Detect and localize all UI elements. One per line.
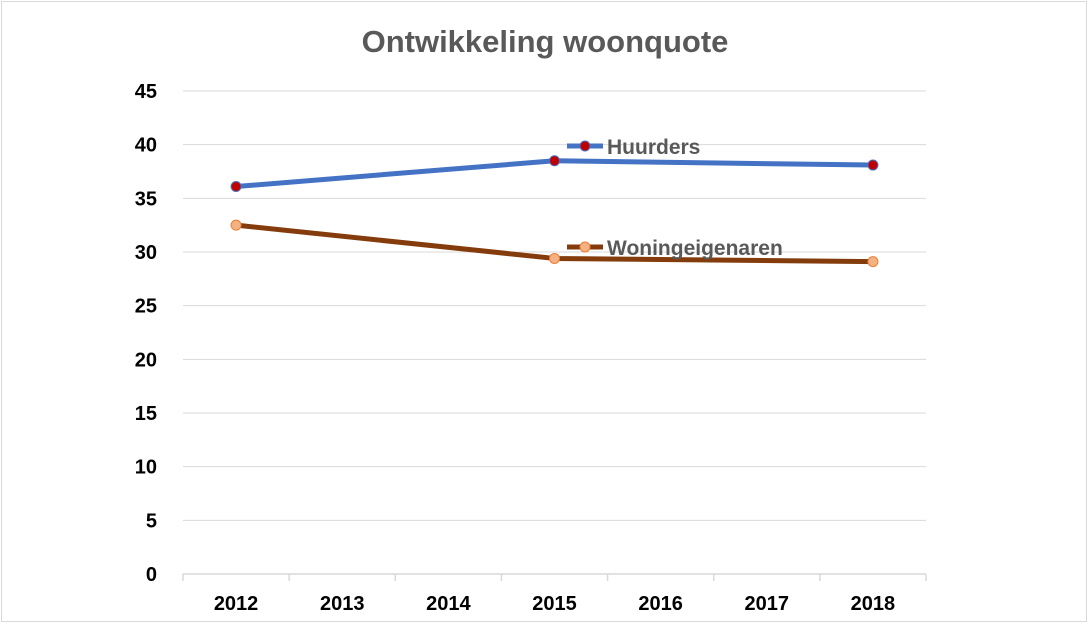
x-tick-label: 2014 bbox=[426, 593, 471, 615]
x-tick-label: 2017 bbox=[745, 593, 790, 615]
y-axis-ticks: 0 5 10 15 20 25 30 35 40 45 bbox=[135, 81, 157, 586]
x-axis: 2012 2013 2014 2015 2016 2017 2018 bbox=[182, 573, 927, 615]
x-tick-label: 2012 bbox=[214, 593, 259, 615]
y-tick-label: 45 bbox=[135, 81, 157, 103]
y-tick-label: 15 bbox=[135, 403, 157, 425]
data-point-huurders bbox=[230, 181, 242, 193]
y-tick-label: 5 bbox=[146, 510, 157, 532]
gridlines bbox=[183, 90, 926, 521]
data-point-woningeigenaren bbox=[867, 256, 879, 268]
data-point-huurders bbox=[867, 159, 879, 171]
legend-label-woningeigenaren: Woningeigenaren bbox=[607, 237, 783, 260]
x-tick-label: 2018 bbox=[851, 593, 896, 615]
chart-title: Ontwikkeling woonquote bbox=[362, 24, 729, 59]
legend-marker-woningeigenaren bbox=[579, 241, 591, 253]
y-tick-label: 40 bbox=[135, 135, 157, 157]
data-point-huurders bbox=[549, 155, 560, 167]
data-point-woningeigenaren bbox=[549, 252, 560, 264]
y-tick-label: 35 bbox=[135, 188, 157, 210]
data-point-woningeigenaren bbox=[230, 219, 242, 231]
y-tick-label: 25 bbox=[135, 296, 157, 318]
x-tick-label: 2016 bbox=[638, 593, 683, 615]
series-group bbox=[230, 155, 879, 268]
legend-label-huurders: Huurders bbox=[607, 136, 700, 159]
y-tick-label: 0 bbox=[146, 564, 157, 586]
x-tick-label: 2013 bbox=[320, 593, 365, 615]
y-tick-label: 30 bbox=[135, 242, 157, 264]
y-tick-label: 10 bbox=[135, 457, 157, 479]
y-tick-label: 20 bbox=[135, 349, 157, 371]
legend-marker-huurders bbox=[579, 140, 591, 152]
x-tick-label: 2015 bbox=[532, 593, 577, 615]
legend: Huurders Woningeigenaren bbox=[567, 136, 783, 260]
